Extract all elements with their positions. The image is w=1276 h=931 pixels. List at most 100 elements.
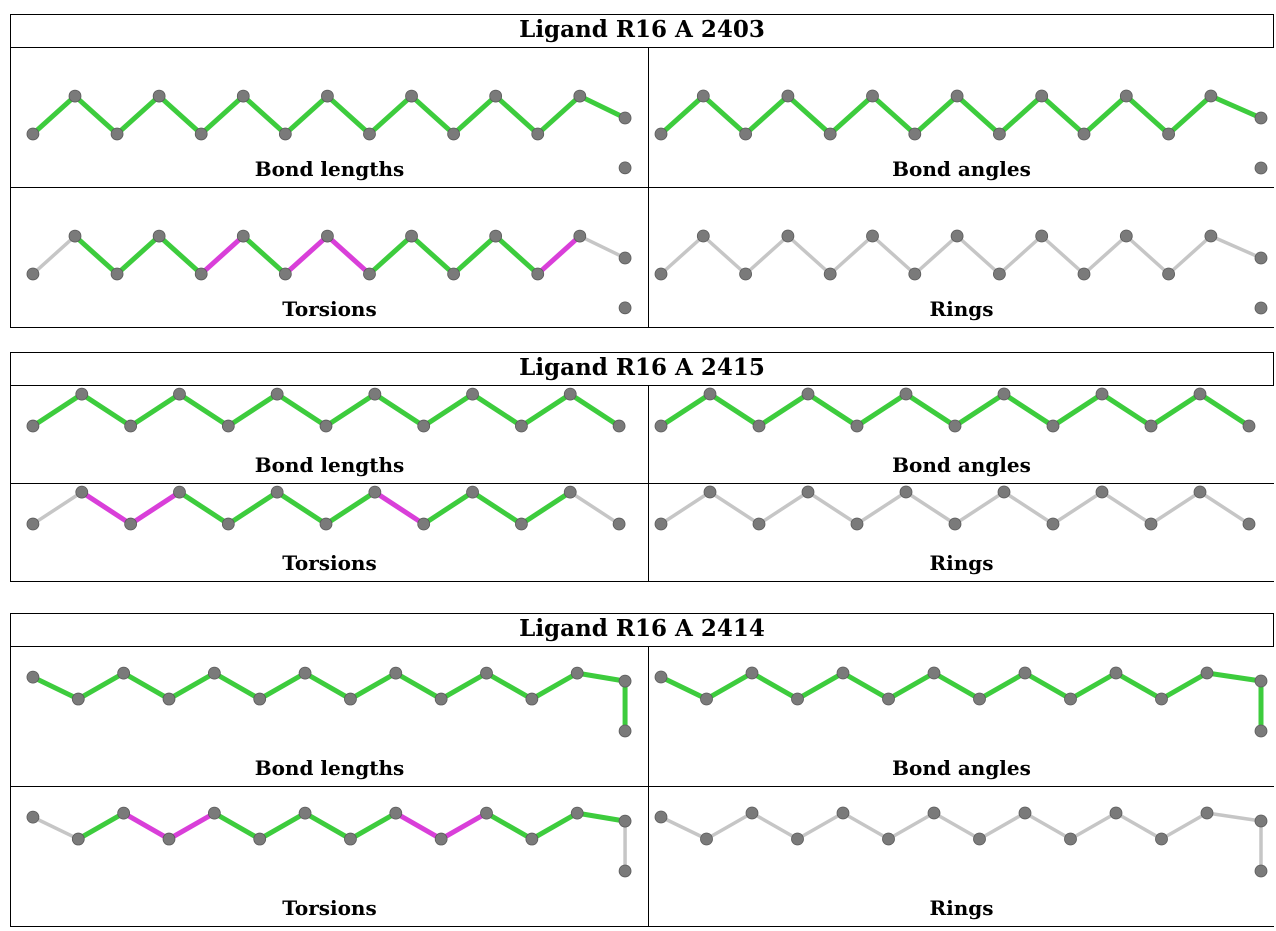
panel-bond-lengths: Bond lengths (10, 48, 649, 188)
atom (221, 419, 235, 433)
bond-green (704, 670, 755, 702)
bond-green (931, 670, 982, 702)
bond-green (156, 233, 204, 277)
bond-green (470, 391, 524, 429)
panel-rings: Rings (649, 188, 1274, 328)
panel-label: Bond lengths (254, 453, 405, 477)
bond-green (79, 391, 134, 429)
bond-magenta (166, 810, 217, 842)
molecule-diagram (654, 387, 1256, 433)
bond-grey (841, 811, 891, 841)
panel-bond-angles: Bond angles (649, 647, 1274, 787)
bond-green (1166, 93, 1214, 137)
bond-green (1123, 93, 1172, 137)
bond-green (323, 391, 378, 429)
bond-green (493, 233, 541, 277)
atom (801, 485, 815, 499)
atom (389, 666, 403, 680)
atom (1193, 387, 1207, 401)
bond-grey (870, 234, 917, 276)
atom (1155, 832, 1168, 846)
bond-green (30, 674, 81, 702)
atom (1109, 806, 1123, 820)
bond-magenta (198, 233, 246, 277)
bond-green (211, 670, 263, 702)
bond-green (166, 670, 217, 702)
molecule-diagram (654, 89, 1268, 175)
panel-row: Bond lengths Bond angles (10, 647, 1274, 787)
bond-green (393, 670, 444, 702)
bond-magenta (372, 489, 427, 527)
bond-green (72, 93, 120, 137)
ligand-title: Ligand R16 A 2414 (10, 613, 1274, 647)
bond-green (785, 93, 833, 137)
atom (344, 832, 357, 846)
bond-green (302, 810, 353, 842)
atom (739, 267, 752, 281)
atom (1064, 832, 1077, 846)
bond-grey (1039, 234, 1086, 276)
atom (997, 387, 1011, 401)
panel-bond-angles: Bond angles (649, 48, 1274, 188)
atom (654, 419, 668, 433)
bond-green (1039, 93, 1087, 137)
atom (1144, 419, 1158, 433)
atom (1155, 692, 1168, 706)
atom (75, 387, 89, 401)
bond-green (574, 670, 628, 684)
molecule-diagram (654, 229, 1268, 315)
panel-label: Bond lengths (254, 756, 405, 780)
atom (618, 161, 632, 175)
atom (368, 485, 382, 499)
atom (515, 517, 528, 531)
atom (26, 810, 40, 824)
molecule-diagram (654, 806, 1268, 878)
atom (1064, 692, 1077, 706)
bond-grey (757, 490, 810, 526)
atom (700, 832, 713, 846)
atom (654, 670, 668, 684)
atom (563, 485, 577, 499)
bond-green (870, 93, 918, 137)
bond-green (114, 93, 162, 137)
atom (417, 517, 431, 531)
bond-grey (31, 815, 81, 841)
bond-grey (828, 234, 875, 276)
bond-green (658, 93, 706, 137)
bond-grey (31, 490, 84, 526)
atom (612, 517, 626, 531)
panel-label: Bond angles (892, 453, 1031, 477)
bond-green (302, 670, 353, 702)
bond-green (282, 93, 330, 137)
atom (489, 229, 503, 243)
panel-torsions: Torsions (10, 484, 649, 582)
atom (26, 267, 40, 281)
atom (1254, 161, 1268, 175)
bond-green (1159, 670, 1210, 702)
atom (948, 517, 962, 531)
atom (700, 692, 713, 706)
bond-grey (750, 811, 800, 841)
bond-grey (795, 811, 845, 841)
atom (298, 806, 312, 820)
bond-green (1099, 391, 1154, 429)
atom (791, 832, 804, 846)
bond-grey (855, 490, 908, 526)
bond-green (658, 674, 709, 702)
atom (162, 692, 176, 706)
atom (489, 89, 503, 103)
panel-row: Torsions Rings (10, 787, 1274, 927)
bond-green (75, 810, 127, 842)
atom (1162, 267, 1175, 281)
bond-green (274, 391, 329, 429)
bond-green (176, 391, 231, 429)
ligand-table-3: Ligand R16 A 2414 Bond lengths Bond angl… (10, 613, 1274, 927)
bond-green (529, 810, 580, 842)
bond-green (225, 391, 280, 429)
atom (739, 127, 752, 141)
atom (1242, 419, 1256, 433)
bond-grey (1205, 811, 1263, 823)
atom (363, 127, 376, 141)
atom (1204, 229, 1218, 243)
atom (703, 485, 717, 499)
